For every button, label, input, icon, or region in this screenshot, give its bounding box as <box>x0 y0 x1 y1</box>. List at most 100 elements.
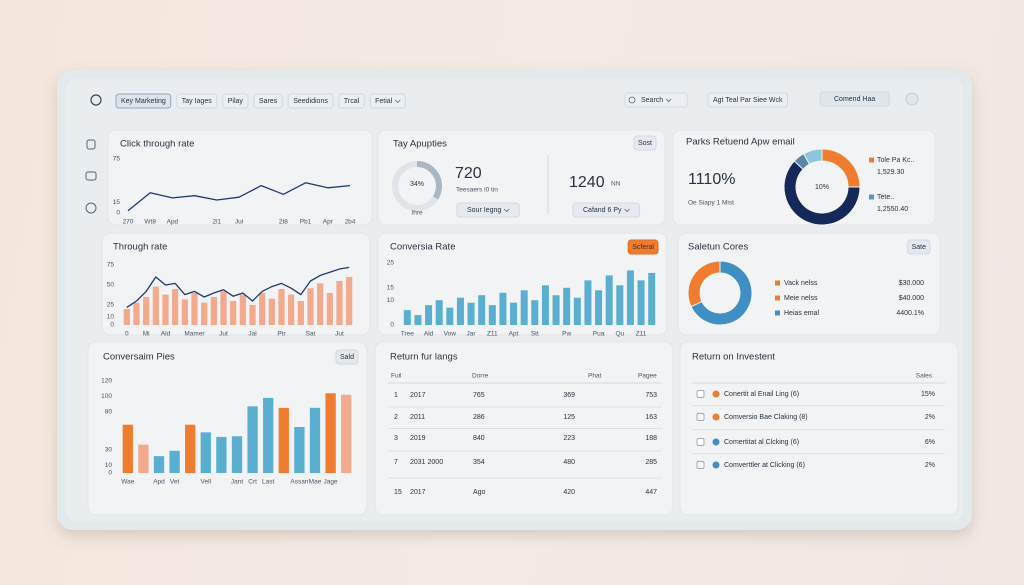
x-tick-label: Assan <box>290 479 308 486</box>
stat-unit: NN <box>611 181 621 188</box>
filter-dropdown[interactable]: Agt Teal Par Siee Wck <box>707 92 789 108</box>
legend-swatch <box>775 280 780 286</box>
y-tick-label: 75 <box>107 262 115 269</box>
stat-dropdown-box[interactable] <box>456 202 520 218</box>
y-tick-label: 0 <box>110 322 114 329</box>
sidebar-icon[interactable] <box>86 139 96 150</box>
nav-tab-box[interactable] <box>338 93 365 109</box>
nav-tab[interactable]: Seedidions <box>287 93 334 109</box>
table-cell: 2019 <box>410 435 426 442</box>
nav-tab-box[interactable] <box>369 93 406 109</box>
x-tick-label: Apd <box>153 479 165 486</box>
nav-tab-box[interactable] <box>253 93 283 109</box>
x-tick-label: Crt <box>248 479 257 486</box>
x-tick-label: Pb1 <box>300 219 312 226</box>
table-header: Sales <box>916 373 933 380</box>
kpi-panel <box>377 129 666 226</box>
nav-tab[interactable]: Fetial <box>369 93 406 109</box>
panel-button[interactable]: Sald <box>335 349 359 365</box>
checkbox[interactable] <box>696 438 705 446</box>
x-tick-label: Vow <box>444 331 457 338</box>
line <box>126 266 350 308</box>
table-cell: 2 <box>394 414 398 421</box>
bar <box>520 290 528 325</box>
status-dot <box>712 438 720 446</box>
bar <box>325 393 336 473</box>
bar <box>403 310 411 325</box>
table-cell: 2017 <box>410 489 426 496</box>
nav-tab-box[interactable] <box>176 93 218 109</box>
bar <box>541 285 549 325</box>
donut-segment <box>687 260 721 308</box>
table-cell: 840 <box>473 435 485 442</box>
bar <box>231 436 243 473</box>
sidebar-icon[interactable] <box>85 202 97 214</box>
search-box[interactable]: Search <box>624 92 688 108</box>
filter-dropdown-box[interactable] <box>707 92 789 108</box>
action-button-box[interactable] <box>819 91 890 107</box>
nav-icon[interactable] <box>905 92 919 106</box>
bar <box>648 272 656 325</box>
checkbox[interactable] <box>696 461 705 469</box>
roi-label: Comertitat al Clcking (6) <box>724 439 799 446</box>
nav-tab[interactable]: Pilay <box>222 93 249 109</box>
nav-tab[interactable]: Key Marketing <box>115 93 172 109</box>
y-tick-label: 30 <box>105 447 113 454</box>
status-dot <box>712 461 720 469</box>
x-tick-label: Mae <box>309 479 322 486</box>
bar <box>510 302 518 325</box>
bar <box>278 407 289 473</box>
bar <box>249 305 256 325</box>
y-tick-label: 10 <box>105 462 113 469</box>
nav-tab[interactable]: Sares <box>253 93 283 109</box>
x-tick-label: Vell <box>201 479 212 486</box>
sidebar-icon[interactable] <box>85 171 97 181</box>
nav-tab-label: Tay Iages <box>182 98 212 105</box>
x-tick-label: 270 <box>123 219 134 226</box>
stat-dropdown-box[interactable] <box>572 202 641 218</box>
legend-label: Tole Pa Kc.. <box>877 157 914 164</box>
panel-button[interactable]: Sate <box>907 239 931 255</box>
x-tick-label: Pua <box>593 331 605 338</box>
x-tick-label: Jul <box>235 219 244 226</box>
nav-tab[interactable]: Trcal <box>338 93 365 109</box>
nav-tab-box[interactable] <box>222 93 249 109</box>
bar <box>220 291 227 325</box>
bar <box>169 450 180 473</box>
x-tick-label: Ald <box>424 331 434 338</box>
filter-dropdown-label: Agt Teal Par Siee Wck <box>713 97 783 104</box>
panel-button-box[interactable] <box>627 239 659 255</box>
caret <box>394 99 401 104</box>
line <box>127 182 351 212</box>
bar <box>185 424 196 473</box>
table-header: Pagee <box>638 373 657 380</box>
roi-panel <box>679 341 959 516</box>
stat-dropdown-label: Sour Iegng <box>467 207 501 214</box>
panel-button[interactable]: Scferal <box>627 239 659 255</box>
checkbox[interactable] <box>696 390 705 398</box>
bar <box>467 302 475 325</box>
logo[interactable] <box>90 94 102 106</box>
nav-tab-box[interactable] <box>115 93 172 109</box>
panel-button[interactable]: Sost <box>633 135 657 151</box>
bar <box>216 436 227 473</box>
nav-tab-box[interactable] <box>287 93 334 109</box>
panel-button-box[interactable] <box>907 239 931 255</box>
stat-dropdown[interactable]: Cafand 6 Py <box>572 202 641 218</box>
bar <box>478 295 486 325</box>
bar <box>446 307 454 325</box>
stat-dropdown[interactable]: Sour Iegng <box>456 202 520 218</box>
panel-button-box[interactable] <box>633 135 657 151</box>
nav-tab[interactable]: Tay Iages <box>176 93 218 109</box>
x-tick-label: 2t8 <box>279 219 288 226</box>
action-button[interactable]: Comend Haa <box>819 91 890 107</box>
panel-button-box[interactable] <box>335 349 359 365</box>
bar <box>278 289 285 325</box>
chart-panel <box>107 129 373 226</box>
x-tick-label: Last <box>262 479 274 486</box>
nav-tab-label: Key Marketing <box>121 98 166 105</box>
bar <box>637 280 645 325</box>
search-box-box[interactable] <box>624 92 688 108</box>
table-cell: 420 <box>563 489 575 496</box>
checkbox[interactable] <box>696 413 705 421</box>
